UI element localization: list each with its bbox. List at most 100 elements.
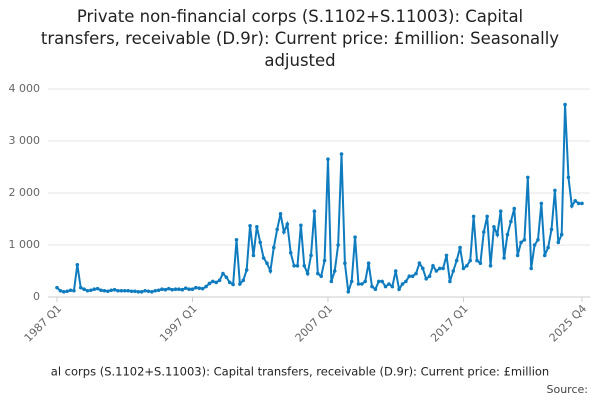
data-line: [56, 104, 582, 293]
data-point: [224, 275, 229, 280]
data-point: [326, 157, 330, 161]
data-point: [475, 258, 479, 263]
data-point: [441, 266, 445, 271]
data-point: [485, 214, 489, 219]
data-point: [282, 230, 286, 234]
data-point: [526, 175, 530, 180]
data-point: [461, 266, 466, 271]
data-point: [546, 245, 550, 250]
data-point: [332, 269, 337, 273]
data-point: [451, 269, 456, 273]
data-point: [495, 232, 500, 237]
data-point: [390, 284, 395, 289]
y-tick-label: 0: [33, 290, 40, 303]
data-point: [112, 287, 117, 292]
data-point: [194, 285, 198, 290]
data-point: [542, 253, 547, 258]
data-point: [529, 266, 533, 271]
data-point: [102, 288, 107, 293]
data-point: [360, 282, 364, 286]
data-point: [404, 279, 408, 284]
data-point: [190, 287, 195, 292]
data-point: [136, 290, 141, 294]
data-point: [72, 288, 76, 293]
chart-title: Private non-financial corps (S.1102+S.11…: [40, 7, 560, 70]
data-point: [363, 279, 368, 284]
data-point: [200, 286, 205, 291]
data-point: [160, 287, 164, 292]
data-point: [559, 232, 564, 237]
data-point: [268, 269, 273, 273]
data-point: [376, 279, 381, 284]
data-point: [95, 286, 100, 291]
data-point: [221, 271, 225, 276]
data-point: [502, 256, 506, 260]
data-point: [448, 279, 452, 284]
data-point: [512, 206, 517, 211]
data-point: [519, 240, 523, 245]
data-point: [431, 264, 435, 268]
data-point: [414, 271, 418, 276]
data-point: [278, 212, 283, 216]
data-point: [509, 219, 513, 224]
data-point: [515, 253, 520, 258]
x-tick-label: 1997 Q1: [157, 302, 200, 345]
data-point: [173, 287, 178, 292]
data-point: [458, 245, 462, 250]
data-point: [336, 243, 340, 247]
data-point: [329, 279, 334, 284]
data-point: [295, 264, 300, 268]
data-point: [146, 289, 151, 294]
data-point: [498, 209, 503, 213]
data-point: [106, 289, 110, 294]
data-point: [370, 284, 374, 289]
data-point: [421, 266, 425, 271]
data-point: [343, 261, 347, 266]
data-point: [434, 269, 439, 273]
data-point: [251, 253, 256, 258]
data-point: [305, 271, 310, 276]
x-tick-label: 1987 Q1: [22, 302, 65, 345]
data-point: [255, 225, 259, 229]
data-point: [312, 209, 317, 213]
data-point: [427, 274, 432, 279]
data-point: [139, 290, 144, 294]
data-point: [275, 227, 279, 232]
data-point: [285, 222, 290, 226]
data-point: [373, 287, 378, 292]
data-point: [153, 288, 158, 293]
data-point: [170, 287, 174, 292]
data-point: [68, 288, 73, 293]
data-point: [109, 288, 113, 293]
x-tick-label: 2025 Q4: [547, 302, 590, 345]
data-point: [183, 286, 188, 290]
data-point: [505, 232, 510, 237]
data-point: [248, 223, 252, 228]
data-point: [207, 281, 212, 286]
y-tick-label: 2 000: [9, 186, 41, 199]
data-point: [570, 204, 574, 208]
data-point: [75, 262, 80, 267]
data-point: [397, 287, 401, 292]
data-point: [465, 264, 469, 268]
data-point: [488, 264, 493, 268]
data-point: [536, 238, 540, 242]
data-point: [299, 223, 303, 228]
data-point: [522, 238, 527, 242]
data-point: [258, 240, 263, 245]
data-point: [214, 280, 218, 285]
data-point: [271, 245, 276, 250]
data-point: [366, 261, 371, 266]
data-point: [481, 230, 486, 234]
data-point: [309, 253, 313, 258]
data-point: [119, 288, 124, 293]
data-point: [316, 271, 320, 276]
data-point: [576, 201, 581, 206]
data-point: [302, 264, 307, 268]
x-tick-label: 2017 Q1: [428, 302, 471, 345]
data-point: [410, 274, 415, 279]
data-point: [129, 289, 134, 294]
data-point: [231, 282, 235, 287]
data-point: [244, 268, 249, 272]
data-point: [292, 264, 296, 268]
